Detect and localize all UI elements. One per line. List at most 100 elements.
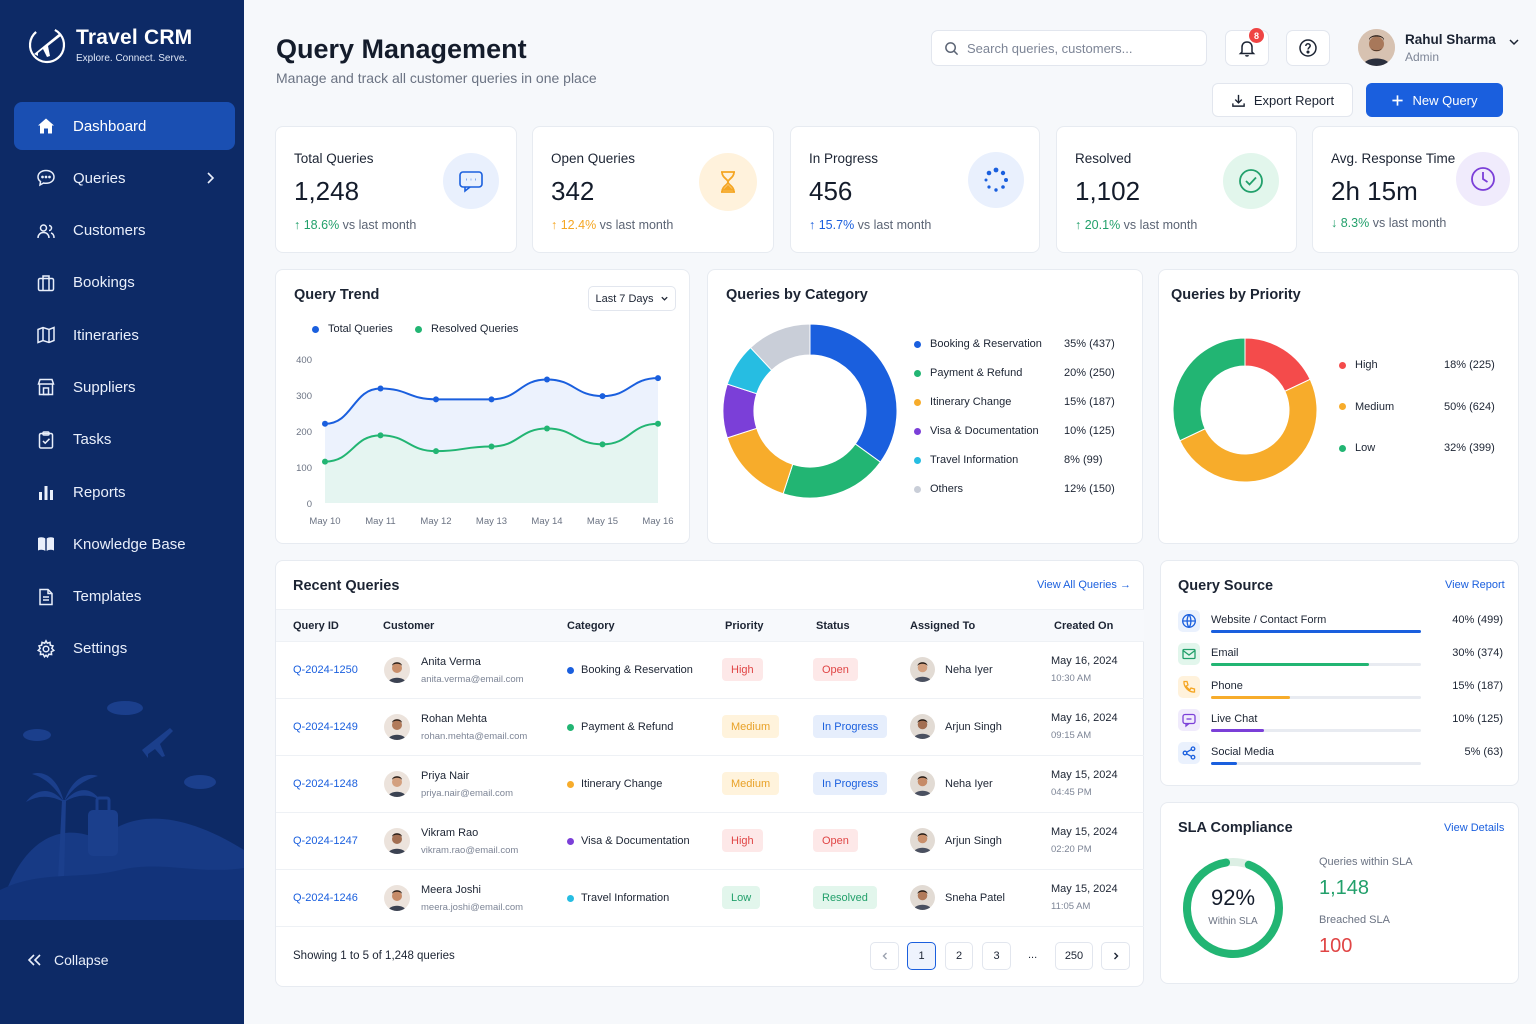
status-badge: Open bbox=[813, 658, 858, 681]
sidebar-item-reports[interactable]: Reports bbox=[14, 468, 235, 516]
source-label: Social Media bbox=[1211, 746, 1274, 758]
created-time: 10:30 AM bbox=[1051, 673, 1092, 684]
column-header[interactable]: Status bbox=[816, 620, 850, 632]
customer-email: anita.verma@email.com bbox=[421, 674, 524, 685]
page-button-3[interactable]: 3 bbox=[982, 942, 1011, 970]
avatar bbox=[910, 657, 935, 682]
legend-label: Others bbox=[930, 483, 964, 495]
trend-percent: 20.1% bbox=[1084, 218, 1121, 232]
column-header[interactable]: Priority bbox=[725, 620, 764, 632]
export-report-button[interactable]: Export Report bbox=[1212, 83, 1353, 117]
sidebar-item-itineraries[interactable]: Itineraries bbox=[14, 311, 235, 359]
sidebar-item-knowledge-base[interactable]: Knowledge Base bbox=[14, 520, 235, 568]
brand-title: Travel CRM bbox=[76, 26, 193, 49]
query-id-link[interactable]: Q-2024-1247 bbox=[293, 835, 358, 847]
notifications-button[interactable]: 8 bbox=[1225, 28, 1269, 66]
sla-breached-value: 100 bbox=[1319, 935, 1353, 957]
sidebar-item-queries[interactable]: Queries bbox=[14, 154, 235, 202]
trend-text: vs last month bbox=[1372, 216, 1447, 230]
column-header[interactable]: Query ID bbox=[293, 620, 339, 632]
source-label: Live Chat bbox=[1211, 713, 1258, 725]
sidebar-item-bookings[interactable]: Bookings bbox=[14, 259, 235, 307]
x-tick-label: May 13 bbox=[476, 516, 507, 527]
view-details-link[interactable]: View Details bbox=[1444, 822, 1505, 834]
legend-value: 12% (150) bbox=[1064, 483, 1115, 495]
data-point bbox=[655, 420, 661, 427]
sidebar: Travel CRM Explore. Connect. Serve. Dash… bbox=[0, 0, 244, 1024]
user-menu[interactable]: Rahul Sharma Admin bbox=[1358, 29, 1520, 66]
stat-trend: ↑ 12.4% vs last month bbox=[551, 218, 674, 232]
source-label: Website / Contact Form bbox=[1211, 614, 1327, 626]
view-report-link[interactable]: View Report bbox=[1445, 579, 1505, 591]
new-query-button[interactable]: New Query bbox=[1366, 83, 1503, 117]
source-bar-track bbox=[1211, 696, 1421, 699]
category-card: Queries by Category Booking & Reservatio… bbox=[707, 269, 1143, 544]
help-button[interactable] bbox=[1286, 30, 1330, 66]
table-row[interactable]: Q-2024-1247 Vikram Rao vikram.rao@email.… bbox=[276, 813, 1144, 870]
page-button-last[interactable]: 250 bbox=[1055, 942, 1093, 970]
sidebar-item-label: Tasks bbox=[73, 431, 112, 449]
legend-total: Total Queries bbox=[312, 323, 393, 335]
search-input[interactable] bbox=[967, 40, 1187, 56]
legend-swatch bbox=[914, 456, 921, 464]
gear-icon bbox=[34, 637, 58, 661]
customer-email: vikram.rao@email.com bbox=[421, 845, 519, 856]
legend-swatch bbox=[1339, 403, 1346, 410]
sidebar-item-settings[interactable]: Settings bbox=[14, 625, 235, 673]
view-all-queries-link[interactable]: View All Queries → bbox=[1037, 579, 1131, 591]
legend-count: (624) bbox=[1469, 400, 1495, 413]
table-row[interactable]: Q-2024-1248 Priya Nair priya.nair@email.… bbox=[276, 756, 1144, 813]
sidebar-item-customers[interactable]: Customers bbox=[14, 207, 235, 255]
card-title: SLA Compliance bbox=[1178, 820, 1293, 836]
legend-item: High bbox=[1339, 359, 1378, 371]
source-value: 40% (499) bbox=[1452, 614, 1503, 626]
table-row[interactable]: Q-2024-1249 Rohan Mehta rohan.mehta@emai… bbox=[276, 699, 1144, 756]
sidebar-item-tasks[interactable]: Tasks bbox=[14, 416, 235, 464]
category-donut-chart bbox=[722, 323, 898, 499]
next-page-button[interactable] bbox=[1101, 942, 1130, 970]
legend-count: (437) bbox=[1089, 338, 1115, 350]
created-time: 02:20 PM bbox=[1051, 844, 1092, 855]
query-id-link[interactable]: Q-2024-1249 bbox=[293, 721, 358, 733]
created-time: 11:05 AM bbox=[1051, 901, 1091, 912]
legend-item: Payment & Refund bbox=[914, 367, 1022, 379]
chat-icon bbox=[34, 166, 58, 190]
sidebar-item-templates[interactable]: Templates bbox=[14, 573, 235, 621]
chevrons-left-icon bbox=[27, 954, 41, 966]
date-range-dropdown[interactable]: Last 7 Days bbox=[588, 286, 676, 311]
page-button-2[interactable]: 2 bbox=[945, 942, 973, 970]
priority-badge: Medium bbox=[722, 772, 780, 795]
stat-value: 1,248 bbox=[294, 176, 360, 206]
card-title: Recent Queries bbox=[293, 578, 400, 594]
source-bar-track bbox=[1211, 663, 1421, 666]
search-box[interactable] bbox=[931, 30, 1207, 66]
sidebar-item-dashboard[interactable]: Dashboard bbox=[14, 102, 235, 150]
sla-card: SLA Compliance View Details 92% Within S… bbox=[1160, 802, 1519, 984]
query-id-link[interactable]: Q-2024-1250 bbox=[293, 664, 358, 676]
source-bar-fill bbox=[1211, 663, 1369, 666]
table-row[interactable]: Q-2024-1246 Meera Joshi meera.joshi@emai… bbox=[276, 870, 1144, 927]
view-all-label: View All Queries bbox=[1037, 579, 1117, 591]
trend-text: vs last month bbox=[1123, 218, 1198, 232]
column-header[interactable]: Assigned To bbox=[910, 620, 976, 632]
column-header[interactable]: Customer bbox=[383, 620, 435, 632]
hourglass-icon bbox=[699, 153, 757, 211]
page-button-1[interactable]: 1 bbox=[907, 942, 936, 970]
prev-page-button[interactable] bbox=[870, 942, 899, 970]
column-header[interactable]: Created On bbox=[1054, 620, 1114, 632]
query-id-link[interactable]: Q-2024-1248 bbox=[293, 778, 358, 790]
category-label: Travel Information bbox=[581, 892, 670, 904]
bar-chart-icon bbox=[34, 480, 58, 504]
spinner-icon bbox=[968, 152, 1024, 208]
brand[interactable]: Travel CRM Explore. Connect. Serve. bbox=[26, 24, 192, 66]
data-point bbox=[433, 396, 439, 403]
collapse-button[interactable]: Collapse bbox=[26, 952, 108, 968]
column-header[interactable]: Category bbox=[567, 620, 615, 632]
legend-label: Payment & Refund bbox=[930, 367, 1023, 379]
sidebar-item-suppliers[interactable]: Suppliers bbox=[14, 363, 235, 411]
query-id-link[interactable]: Q-2024-1246 bbox=[293, 892, 358, 904]
document-icon bbox=[34, 585, 58, 609]
legend-item: Others bbox=[914, 483, 963, 495]
table-row[interactable]: Q-2024-1250 Anita Verma anita.verma@emai… bbox=[276, 642, 1144, 699]
data-point bbox=[544, 425, 550, 432]
